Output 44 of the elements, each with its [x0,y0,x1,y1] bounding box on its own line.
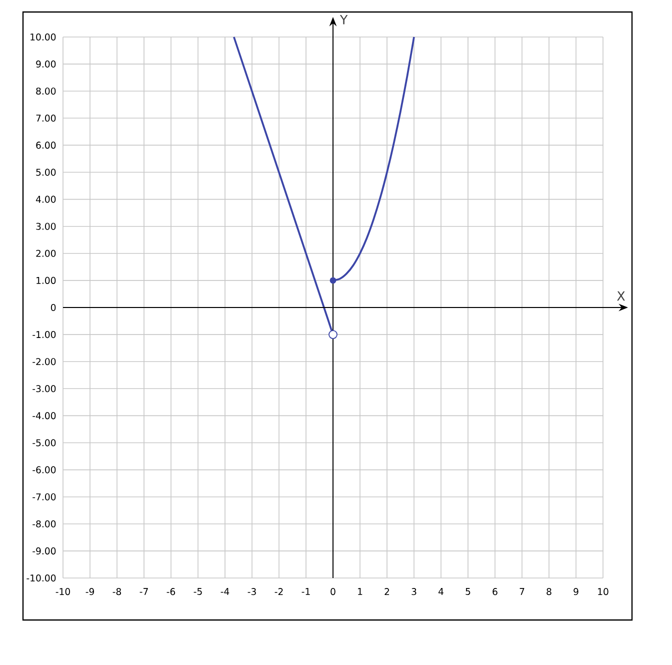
x-tick-label: 0 [330,588,336,596]
y-tick-label: -4.00 [32,412,56,420]
y-axis-title: Y [340,15,348,24]
y-tick-label: 1.00 [36,276,56,284]
x-tick-label: 7 [520,588,524,595]
y-tick-label: 0 [50,304,56,312]
x-tick-label: -4 [220,588,230,595]
x-tick-label: 10 [598,588,608,596]
y-tick-label: -8.00 [32,520,56,528]
y-tick-label: -2.00 [32,358,56,366]
x-tick-label: -9 [86,588,94,596]
y-tick-label: 5.00 [36,168,56,176]
y-tick-label: -7.00 [32,493,56,500]
y-tick-label: 10.00 [30,33,56,41]
x-tick-label: -7 [140,588,148,595]
x-tick-label: -1 [302,588,310,595]
x-tick-label: -10 [56,588,70,596]
x-tick-label: -2 [274,588,283,595]
x-tick-label: 3 [412,588,416,596]
x-tick-label: 2 [384,588,390,595]
y-tick-label: 7.00 [36,114,56,122]
y-tick-label: 4.00 [36,196,56,203]
x-tick-label: -8 [112,588,122,596]
y-tick-label: -9.00 [32,547,56,554]
y-tick-label: -5.00 [32,439,56,446]
x-tick-label: 1 [358,588,362,595]
x-tick-label: 4 [438,588,444,595]
x-tick-label: 8 [546,588,552,596]
y-tick-label: 9.00 [36,60,56,68]
y-tick-label: -10.00 [26,574,56,582]
x-tick-label: -5 [194,588,202,595]
y-tick-label: -3.00 [32,385,56,392]
y-tick-label: -6.00 [32,466,56,474]
x-tick-label: -6 [166,588,176,596]
y-tick-label: -1.00 [32,331,56,338]
y-tick-label: 6.00 [36,142,56,149]
y-tick-label: 8.00 [36,88,56,95]
x-axis-title: X [617,291,625,301]
y-tick-label: 3.00 [36,222,56,230]
x-tick-label: 6 [492,588,498,596]
x-tick-label: 5 [466,588,470,595]
x-tick-label: -3 [248,588,256,596]
x-tick-label: 9 [574,588,578,596]
y-tick-label: 2.00 [36,250,56,257]
